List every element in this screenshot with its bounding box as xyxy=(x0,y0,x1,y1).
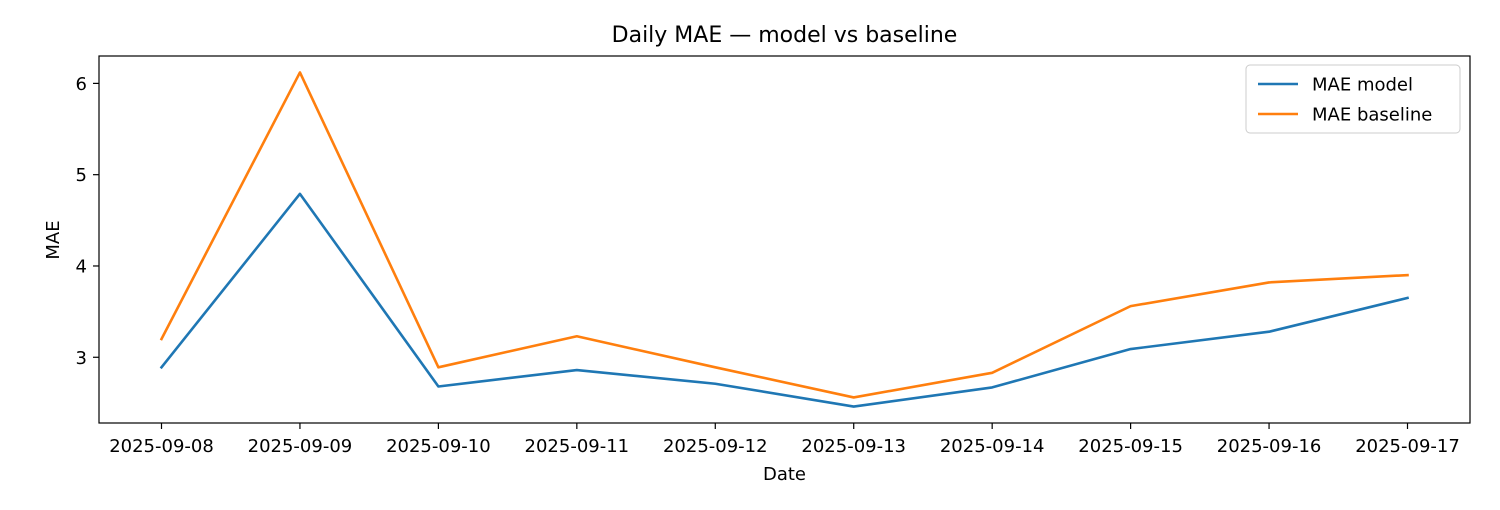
y-tick-label: 3 xyxy=(76,348,87,369)
legend: MAE model MAE baseline xyxy=(1245,64,1461,134)
x-tick-label: 2025-09-16 xyxy=(1217,436,1322,457)
x-tick-label: 2025-09-14 xyxy=(940,436,1045,457)
legend-box xyxy=(1245,64,1461,134)
x-tick-label: 2025-09-12 xyxy=(663,436,768,457)
x-tick-label: 2025-09-08 xyxy=(109,436,214,457)
y-tick-label: 4 xyxy=(76,256,87,277)
axes-frame xyxy=(98,55,1471,424)
x-tick-label: 2025-09-11 xyxy=(525,436,630,457)
legend-label-baseline: MAE baseline xyxy=(1312,105,1432,126)
y-axis-label: MAE xyxy=(43,220,64,259)
x-tick-label: 2025-09-13 xyxy=(801,436,906,457)
plot-area xyxy=(159,71,1410,408)
axes: 2025-09-08 2025-09-09 2025-09-10 2025-09-11… xyxy=(76,55,1471,457)
series-line-model xyxy=(159,192,1410,408)
legend-label-model: MAE model xyxy=(1312,75,1413,96)
x-tick-label: 2025-09-17 xyxy=(1355,436,1460,457)
chart-title: Daily MAE — model vs baseline xyxy=(612,23,958,48)
x-tick-label: 2025-09-15 xyxy=(1078,436,1183,457)
y-tick-label: 6 xyxy=(76,74,87,95)
x-tick-label: 2025-09-09 xyxy=(248,436,353,457)
x-tick-label: 2025-09-10 xyxy=(386,436,491,457)
series-line-baseline xyxy=(159,71,1409,399)
x-axis-label: Date xyxy=(763,464,806,485)
y-tick-label: 5 xyxy=(76,165,87,186)
